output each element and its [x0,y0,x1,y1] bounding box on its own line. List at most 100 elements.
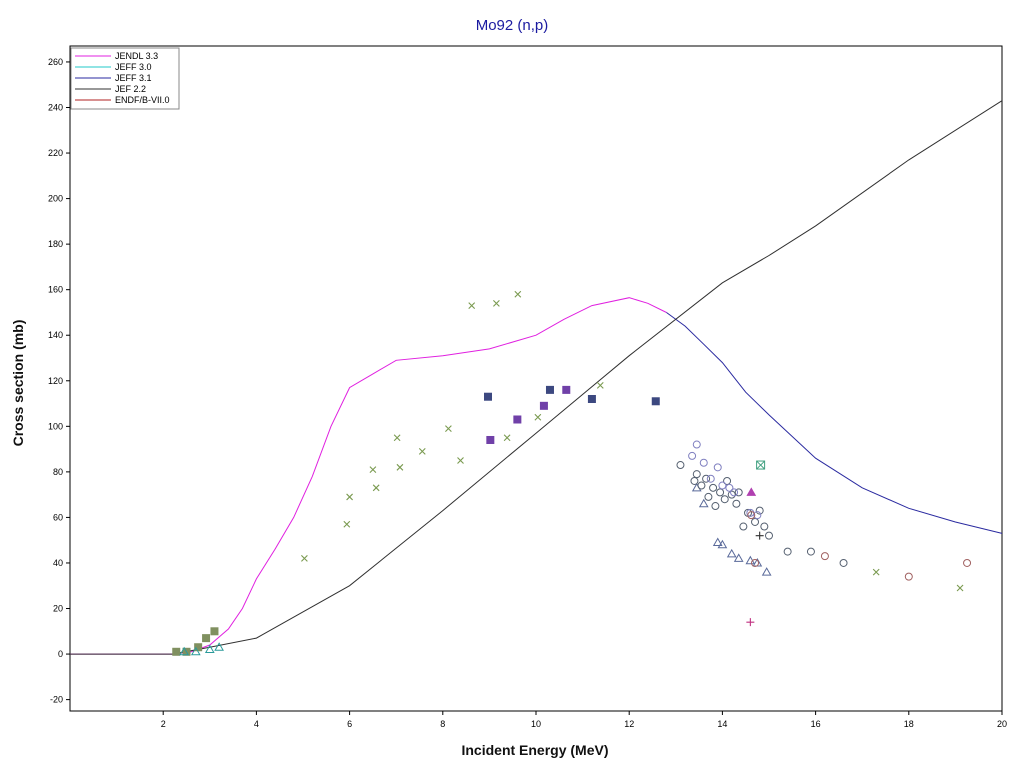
data-point-circle [904,572,913,581]
x-tick-label: 2 [161,719,166,729]
data-point-cross [346,493,353,501]
data-point-cross [418,447,426,455]
data-point-circle [723,476,732,485]
data-point-cross [493,299,500,307]
data-point-triangle [726,548,737,558]
data-point-circle [716,488,725,497]
legend-label: JEF 2.2 [115,84,146,94]
data-point-triangle [712,537,723,546]
data-point-plus [755,531,764,540]
data-point-circle [751,517,760,526]
data-point-circle [963,558,972,567]
data-point-cross [756,460,765,470]
y-tick-label: 40 [53,558,63,568]
plot-frame [69,45,1003,712]
legend-label: ENDF/B-VII.0 [115,95,170,105]
data-point-circle [692,470,701,479]
data-point-square [172,647,181,656]
data-point-triangle [190,646,201,656]
y-tick-label: 200 [48,194,63,204]
data-point-circle [713,463,722,472]
data-point-square [756,460,766,470]
data-point-square [562,385,571,394]
tick-labels: 2 4 6 8 10 12 14 16 18 20 -20 0 20 40 60 80 100 120 140 160… [48,57,1007,729]
y-tick-label: 220 [48,148,63,158]
data-point-square [210,627,219,636]
legend-label: JENDL 3.3 [115,51,158,61]
data-point-cross [445,425,452,432]
data-point-circle [734,488,743,497]
x-tick-label: 6 [347,719,352,729]
data-point-cross [343,520,351,528]
y-tick-label: 0 [58,649,63,659]
data-point-circle [704,492,713,501]
data-point-circle [706,474,715,483]
data-point-circle [806,547,815,556]
data-point-triangle [733,553,744,562]
series-line-jeff-3-1 [666,312,1003,534]
y-axis-label: Cross section (mb) [10,320,26,447]
data-point-square [545,385,554,394]
y-tick-label: 260 [48,57,63,67]
data-point-cross [369,466,377,473]
data-point-cross [596,381,604,389]
data-point-triangle [761,567,772,576]
data-point-cross [372,484,380,492]
x-tick-label: 12 [624,719,634,729]
data-point-square [486,435,495,444]
data-point-circle [753,511,762,520]
data-point-circle [732,499,741,508]
data-point-circle [725,483,734,492]
data-point-circle [730,488,739,497]
data-point-circle [739,522,748,531]
data-point-square [484,392,493,401]
data-point-triangle [698,498,709,508]
data-point-cross [301,555,308,562]
data-point-triangle [746,487,757,496]
data-point-square [202,634,211,643]
y-tick-label: -20 [50,695,63,705]
x-tick-label: 4 [254,719,259,729]
y-tick-label: 180 [48,239,63,249]
y-tick-label: 100 [48,421,63,431]
series-line-jef-2-2 [70,100,1003,655]
axes [66,45,1003,715]
y-tick-label: 80 [53,467,63,477]
series-line-jendl-3-3 [70,297,667,655]
y-tick-label: 140 [48,330,63,340]
x-tick-label: 8 [440,719,445,729]
y-tick-label: 60 [53,512,63,522]
data-point-triangle [717,539,728,549]
data-point-square [587,394,596,403]
data-point-square [194,643,203,652]
y-tick-label: 120 [48,376,63,386]
data-point-circle [755,506,764,515]
x-tick-label: 10 [531,719,541,729]
data-point-circle [820,552,829,561]
x-axis-label: Incident Energy (MeV) [461,742,608,758]
data-point-cross [534,413,542,421]
data-point-triangle [179,646,190,656]
data-point-square [539,401,548,410]
data-point-cross [514,290,522,298]
experimental-points [172,290,972,656]
data-point-circle [751,558,760,567]
y-tick-label: 240 [48,102,63,112]
data-point-cross [396,463,404,471]
data-point-square [651,397,660,406]
chart-title: Mo92 (n,p) [476,17,549,34]
y-tick-label: 160 [48,285,63,295]
data-point-cross [503,434,511,442]
data-point-cross [872,568,880,576]
x-tick-label: 14 [717,719,727,729]
data-point-cross [393,434,401,442]
data-point-circle [709,483,718,492]
data-point-circle [839,558,848,567]
data-point-circle [699,458,708,467]
data-point-circle [688,451,697,460]
y-tick-label: 20 [53,604,63,614]
x-tick-label: 20 [997,719,1007,729]
data-point-square [513,415,522,424]
